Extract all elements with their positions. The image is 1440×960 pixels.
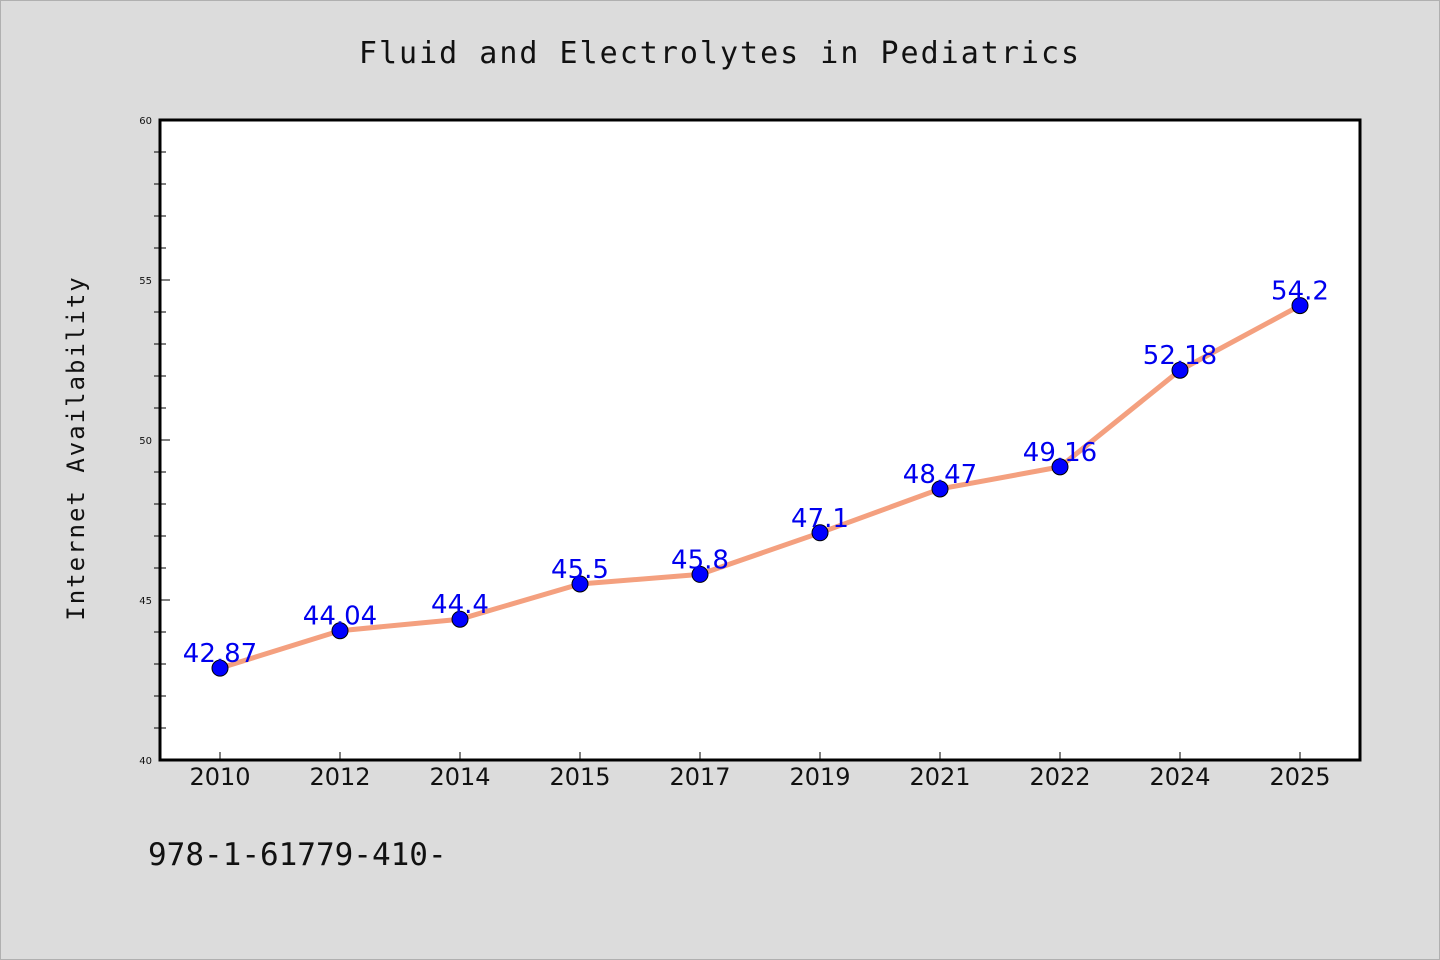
y-tick-label: 60 [139, 116, 152, 127]
data-label: 47.1 [791, 504, 849, 534]
data-point [691, 565, 709, 583]
series-line [219, 303, 1302, 671]
data-point [1051, 458, 1069, 476]
data-label: 42.87 [183, 639, 257, 669]
chart-title: Fluid and Electrolytes in Pediatrics [359, 36, 1081, 71]
data-point [331, 622, 349, 640]
plot-area [160, 120, 1360, 760]
x-tick-label: 2022 [1029, 763, 1090, 791]
x-tick-label: 2021 [909, 763, 970, 791]
x-tick-label: 2015 [549, 763, 610, 791]
y-tick-label: 50 [139, 436, 152, 447]
data-point [451, 610, 469, 628]
data-point [571, 575, 589, 593]
data-labels: 42.87 44.04 44.4 45.5 45.8 47.1 48.47 49.16 52.1… [183, 277, 1329, 670]
footer-isbn: 978-1-61779-410- [148, 837, 447, 873]
data-point [931, 480, 949, 498]
x-tick-label: 2012 [309, 763, 370, 791]
y-tick-label: 55 [139, 276, 152, 287]
data-label: 48.47 [903, 460, 977, 490]
data-point [211, 659, 229, 677]
data-label: 44.4 [431, 590, 489, 620]
y-axis-label: Internet Availability [62, 275, 90, 620]
data-point [1171, 361, 1189, 379]
x-tick-label: 2017 [669, 763, 730, 791]
data-label: 49.16 [1023, 438, 1097, 468]
data-label: 45.5 [551, 555, 609, 585]
data-points [211, 297, 1309, 677]
data-point [811, 524, 829, 542]
data-label: 54.2 [1271, 277, 1329, 307]
x-tick-label: 2019 [789, 763, 850, 791]
data-point [1291, 297, 1309, 315]
x-tick-label: 2025 [1269, 763, 1330, 791]
data-label: 45.8 [671, 545, 729, 575]
x-tick-label: 2024 [1149, 763, 1210, 791]
y-tick-label: 45 [139, 596, 152, 607]
x-tick-label: 2014 [429, 763, 490, 791]
x-tick-label: 2010 [189, 763, 250, 791]
data-label: 44.04 [303, 602, 377, 632]
x-axis: 2010 2012 2014 2015 2017 2019 2021 2022 2024 2025 [189, 752, 1331, 791]
plot-border [158, 118, 1362, 762]
series-line-group [219, 303, 1302, 671]
data-label: 52.18 [1143, 341, 1217, 371]
y-tick-label: 40 [139, 756, 152, 767]
